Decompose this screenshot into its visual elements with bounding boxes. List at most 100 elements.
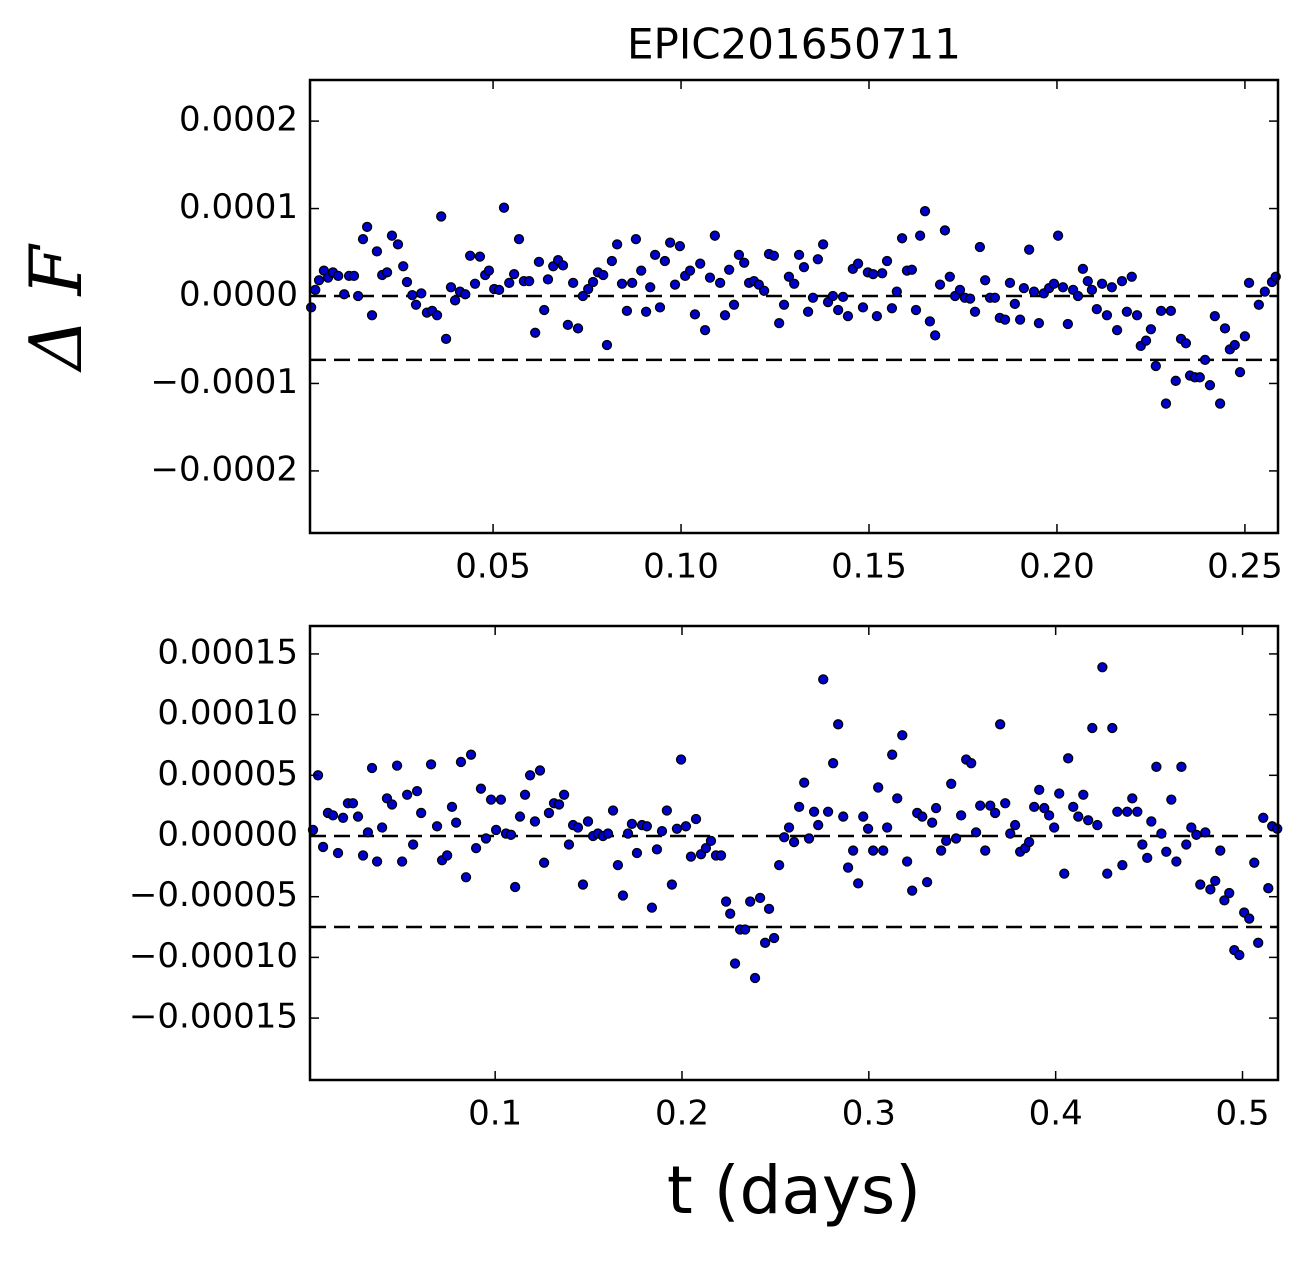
data-point	[1137, 839, 1148, 850]
data-point	[974, 241, 986, 253]
x-tick-label: 0.2	[655, 1094, 709, 1134]
data-point	[1004, 277, 1016, 289]
data-point	[881, 822, 893, 833]
data-point	[1180, 338, 1192, 349]
data-point	[857, 302, 869, 313]
data-point	[897, 730, 908, 741]
data-point	[530, 327, 541, 338]
data-point	[661, 805, 673, 816]
data-point	[803, 833, 815, 844]
data-point	[729, 958, 741, 969]
data-point	[470, 842, 482, 854]
data-point	[906, 264, 918, 275]
data-point	[709, 230, 721, 241]
data-point	[1229, 339, 1240, 351]
data-point	[1253, 299, 1264, 310]
data-point	[999, 314, 1011, 325]
data-point	[674, 241, 686, 252]
data-point	[989, 292, 1001, 303]
data-point	[622, 828, 634, 839]
data-point	[837, 291, 849, 303]
data-point	[1195, 879, 1206, 890]
data-point	[607, 805, 619, 816]
data-point	[813, 819, 824, 831]
data-point	[891, 286, 902, 297]
data-point	[969, 306, 981, 317]
data-point	[892, 793, 903, 804]
data-point	[842, 310, 854, 322]
data-point	[955, 810, 967, 821]
data-point	[317, 841, 329, 853]
data-point	[1234, 366, 1246, 378]
x-tick-label: 0.10	[643, 547, 719, 587]
data-point	[768, 932, 780, 944]
data-point	[313, 275, 325, 286]
data-point	[1087, 722, 1098, 734]
data-point	[1092, 819, 1103, 831]
y-tick-label: 0.0000	[179, 275, 298, 315]
data-point	[627, 277, 638, 289]
data-point	[1176, 761, 1187, 772]
data-point	[529, 816, 541, 827]
data-point	[1219, 323, 1231, 334]
data-point	[1131, 310, 1143, 321]
data-point	[946, 778, 957, 789]
data-point	[361, 221, 373, 233]
data-point	[505, 829, 517, 840]
data-point	[1205, 884, 1216, 895]
data-point	[754, 892, 766, 904]
data-point	[480, 833, 492, 844]
y-axis-label: Δ F	[14, 243, 98, 374]
data-point	[1224, 887, 1235, 899]
data-point	[975, 800, 986, 811]
data-point	[348, 270, 360, 282]
data-point	[392, 239, 404, 250]
data-point	[460, 872, 472, 883]
data-point	[416, 807, 427, 819]
data-point	[1214, 398, 1226, 409]
data-point	[1112, 806, 1123, 817]
data-point	[1249, 857, 1260, 868]
data-point	[907, 885, 918, 896]
data-point	[475, 783, 487, 794]
data-point	[539, 304, 550, 316]
data-point	[1146, 816, 1157, 827]
data-point	[656, 825, 668, 837]
x-tick-label: 0.20	[1019, 547, 1095, 587]
x-tick-label: 0.5	[1215, 1094, 1269, 1134]
data-point	[1083, 815, 1094, 826]
data-point	[440, 333, 452, 345]
data-point	[602, 828, 614, 839]
data-point	[450, 817, 462, 828]
data-point	[598, 269, 609, 281]
data-point	[768, 250, 780, 261]
data-point	[587, 276, 599, 288]
data-point	[705, 835, 717, 847]
data-point	[352, 811, 364, 822]
data-point	[1072, 290, 1084, 302]
data-point	[398, 261, 409, 272]
data-point	[1077, 263, 1089, 275]
data-point	[513, 234, 525, 245]
y-tick-label: 0.00005	[157, 754, 298, 794]
data-point	[601, 339, 613, 351]
data-point	[989, 807, 1001, 819]
data-point	[1170, 375, 1181, 386]
data-point	[1155, 305, 1167, 317]
data-point	[1209, 310, 1220, 322]
data-point	[1078, 789, 1089, 800]
data-point	[542, 274, 554, 285]
data-point	[460, 289, 471, 300]
data-point	[366, 762, 378, 774]
data-point	[621, 305, 633, 317]
data-point	[1181, 839, 1192, 850]
data-point	[887, 749, 898, 760]
data-point	[553, 799, 565, 810]
data-point	[1243, 277, 1255, 289]
y-tick-label: 0.00010	[157, 693, 298, 733]
data-point	[1219, 895, 1230, 906]
data-point	[508, 268, 520, 280]
data-point	[371, 856, 383, 867]
data-point	[690, 813, 702, 825]
